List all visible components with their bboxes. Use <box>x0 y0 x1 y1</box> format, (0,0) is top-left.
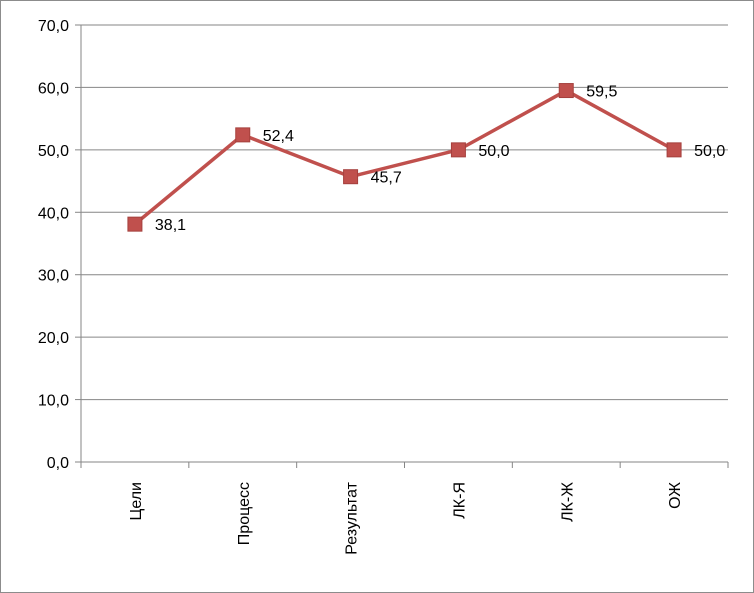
y-tick-label: 0,0 <box>47 455 69 472</box>
y-tick-label: 10,0 <box>38 393 69 410</box>
y-tick-label: 60,0 <box>38 80 69 97</box>
data-point-marker <box>235 127 251 143</box>
x-category-label: ОЖ <box>667 482 684 509</box>
data-label: 38,1 <box>155 217 186 234</box>
data-label: 45,7 <box>371 170 402 187</box>
x-category-label: ЛК-Ж <box>559 482 576 522</box>
data-label: 59,5 <box>586 84 617 101</box>
y-tick-label: 50,0 <box>38 143 69 160</box>
data-point-marker <box>127 216 143 232</box>
data-point-marker <box>450 142 466 158</box>
x-category-label: ЛК-Я <box>451 482 468 519</box>
data-label: 52,4 <box>263 128 294 145</box>
series-line <box>133 88 675 226</box>
data-point-marker <box>343 169 359 185</box>
y-tick-label: 70,0 <box>38 18 69 35</box>
x-category-label: Процесс <box>236 482 253 545</box>
x-category-label: Цели <box>128 482 145 520</box>
data-point-marker <box>666 142 682 158</box>
y-tick-label: 30,0 <box>38 268 69 285</box>
y-tick-label: 20,0 <box>38 330 69 347</box>
data-point-marker <box>558 83 574 99</box>
y-tick-label: 40,0 <box>38 205 69 222</box>
data-label: 50,0 <box>694 143 725 160</box>
x-category-label: Результат <box>344 481 361 554</box>
data-label: 50,0 <box>478 143 509 160</box>
